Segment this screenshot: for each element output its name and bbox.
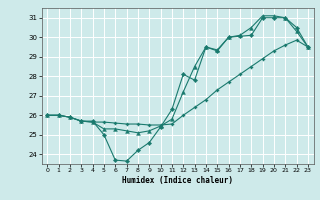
X-axis label: Humidex (Indice chaleur): Humidex (Indice chaleur)	[122, 176, 233, 185]
